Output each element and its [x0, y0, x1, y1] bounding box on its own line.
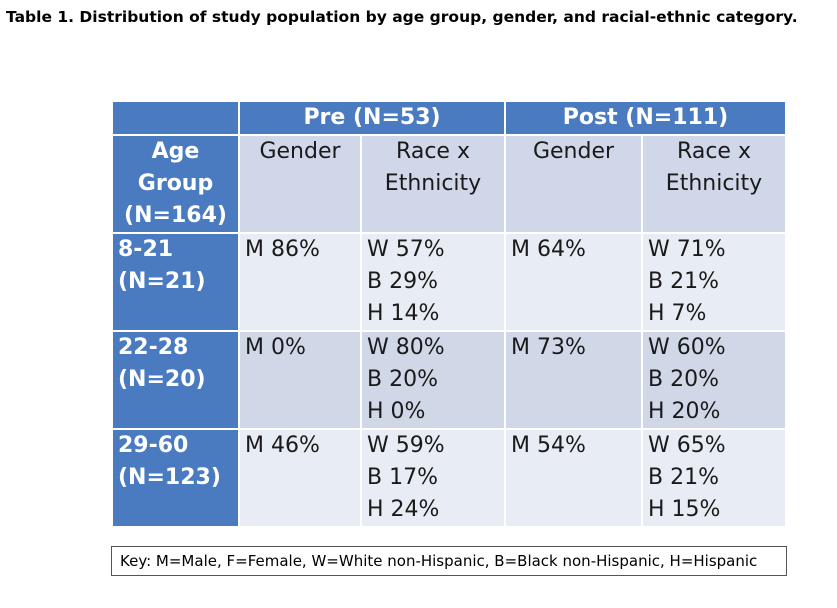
post-race-value: W 65% — [648, 433, 726, 458]
post-race-value: W 60% — [648, 335, 726, 360]
post-gender-cell: M 73% — [504, 330, 643, 430]
group-header-row: Pre (N=53) Post (N=111) — [111, 100, 787, 136]
post-gender-cell: M 54% — [504, 428, 643, 528]
post-race-header-line: Race x — [677, 139, 751, 164]
pre-race-value: W 80% — [367, 335, 445, 360]
pre-race-header-line: Ethnicity — [384, 171, 482, 196]
pre-race-cell: W 59% B 17% H 24% — [360, 428, 506, 528]
pre-gender-cell: M 46% — [238, 428, 362, 528]
age-count: (N=20) — [118, 367, 206, 392]
post-race-value: H 20% — [648, 399, 721, 424]
column-header-row: Age Group (N=164) Gender Race x Ethnicit… — [111, 134, 787, 234]
pre-gender-value: M 0% — [245, 335, 306, 360]
age-range: 22-28 — [118, 335, 189, 360]
age-range: 29-60 — [118, 433, 189, 458]
pre-race-value: H 24% — [367, 497, 440, 522]
post-race-cell: W 71% B 21% H 7% — [641, 232, 787, 332]
pre-race-value: W 59% — [367, 433, 445, 458]
pre-gender-value: M 46% — [245, 433, 320, 458]
post-race-header: Race x Ethnicity — [641, 134, 787, 234]
group-header-blank — [111, 100, 240, 136]
group-header-pre: Pre (N=53) — [238, 100, 506, 136]
post-race-value: H 15% — [648, 497, 721, 522]
pre-race-cell: W 57% B 29% H 14% — [360, 232, 506, 332]
pre-race-value: H 14% — [367, 301, 440, 326]
pre-race-cell: W 80% B 20% H 0% — [360, 330, 506, 430]
age-range: 8-21 — [118, 237, 174, 262]
pre-race-value: W 57% — [367, 237, 445, 262]
post-gender-value: M 73% — [511, 335, 586, 360]
post-race-cell: W 65% B 21% H 15% — [641, 428, 787, 528]
age-group-cell: 8-21 (N=21) — [111, 232, 240, 332]
post-race-value: B 21% — [648, 269, 719, 294]
pre-gender-value: M 86% — [245, 237, 320, 262]
group-header-post: Post (N=111) — [504, 100, 787, 136]
age-header-line: (N=164) — [124, 203, 227, 228]
table-row: 29-60 (N=123) M 46% W 59% B 17% H 24% M … — [111, 428, 787, 528]
post-race-cell: W 60% B 20% H 20% — [641, 330, 787, 430]
table-key: Key: M=Male, F=Female, W=White non-Hispa… — [111, 546, 787, 576]
post-race-value: B 21% — [648, 465, 719, 490]
pre-race-value: B 17% — [367, 465, 438, 490]
pre-gender-header-text: Gender — [259, 139, 341, 164]
table-row: 8-21 (N=21) M 86% W 57% B 29% H 14% M 64… — [111, 232, 787, 332]
post-race-header-line: Ethnicity — [665, 171, 763, 196]
post-gender-value: M 54% — [511, 433, 586, 458]
age-header-line: Age — [151, 139, 200, 164]
post-race-value: B 20% — [648, 367, 719, 392]
age-header-line: Group — [137, 171, 214, 196]
post-gender-header: Gender — [504, 134, 643, 234]
distribution-table: Pre (N=53) Post (N=111) Age Group (N=164… — [111, 100, 787, 528]
age-group-header: Age Group (N=164) — [111, 134, 240, 234]
pre-gender-cell: M 86% — [238, 232, 362, 332]
table-row: 22-28 (N=20) M 0% W 80% B 20% H 0% M 73%… — [111, 330, 787, 430]
post-race-value: H 7% — [648, 301, 707, 326]
pre-race-header-line: Race x — [396, 139, 470, 164]
pre-race-header: Race x Ethnicity — [360, 134, 506, 234]
age-count: (N=123) — [118, 465, 221, 490]
age-count: (N=21) — [118, 269, 206, 294]
pre-gender-cell: M 0% — [238, 330, 362, 430]
post-gender-cell: M 64% — [504, 232, 643, 332]
table-caption: Table 1. Distribution of study populatio… — [6, 8, 798, 26]
age-group-cell: 29-60 (N=123) — [111, 428, 240, 528]
post-gender-header-text: Gender — [532, 139, 615, 164]
post-gender-value: M 64% — [511, 237, 586, 262]
post-race-value: W 71% — [648, 237, 726, 262]
pre-race-value: H 0% — [367, 399, 426, 424]
age-group-cell: 22-28 (N=20) — [111, 330, 240, 430]
pre-gender-header: Gender — [238, 134, 362, 234]
pre-race-value: B 20% — [367, 367, 438, 392]
pre-race-value: B 29% — [367, 269, 438, 294]
